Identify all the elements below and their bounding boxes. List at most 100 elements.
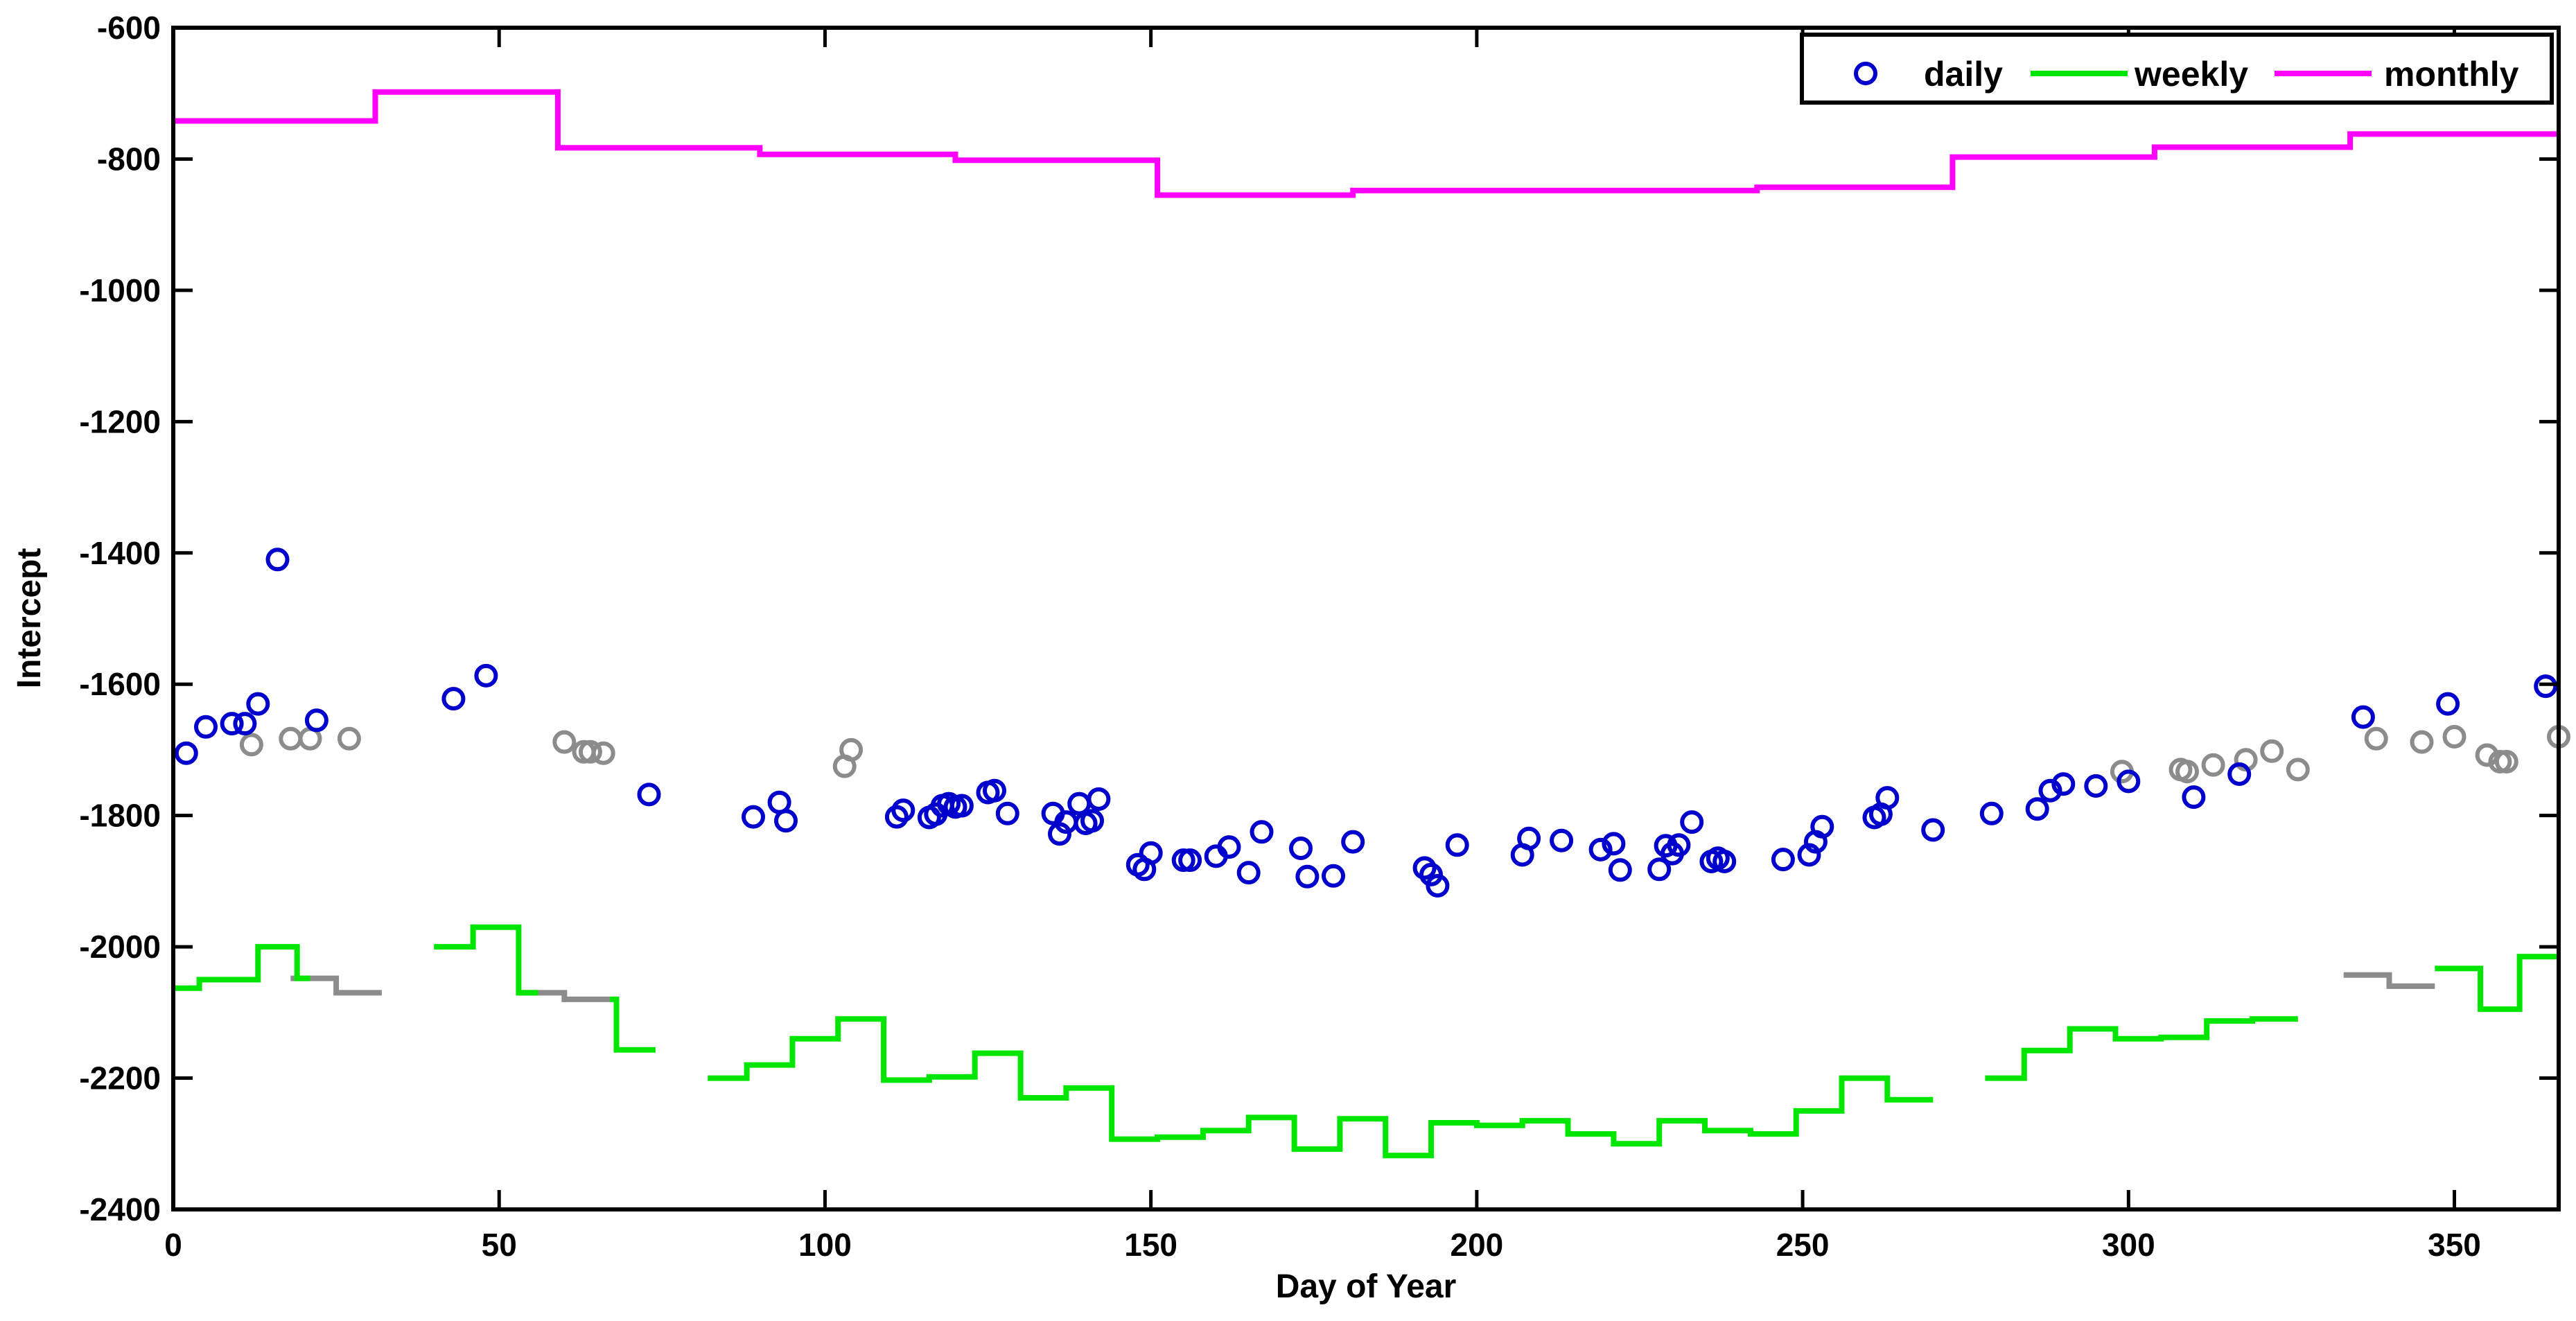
daily-point	[1647, 857, 1672, 882]
daily-point	[2436, 692, 2460, 716]
x-tick-label: 0	[164, 1227, 182, 1263]
x-tick-label: 100	[798, 1227, 852, 1263]
daily-point	[1875, 786, 1900, 810]
weekly-series	[173, 924, 2559, 1159]
y-tick-label: -1000	[79, 272, 161, 308]
y-tick-label: -1600	[79, 666, 161, 702]
daily-point	[1445, 833, 1469, 857]
plot-frame	[171, 26, 2561, 1211]
daily-point	[1667, 833, 1691, 857]
daily-point	[983, 778, 1006, 803]
y-tick-label: -2400	[79, 1191, 161, 1227]
y-tick-label: -600	[97, 10, 161, 46]
daily-point	[2025, 797, 2049, 821]
daily-point	[995, 801, 1019, 825]
daily-point	[1608, 858, 1632, 882]
daily-point	[1139, 841, 1163, 865]
daily-fill-point	[2286, 758, 2310, 782]
y-tick-label: -1400	[79, 535, 161, 571]
axis-ticks: 0 50 100 150 200 250 300 350 -600 -800 -1000 -1200 -…	[79, 10, 2559, 1263]
daily-point	[1712, 850, 1737, 873]
daily-point	[2084, 774, 2108, 798]
legend-weekly-label: weekly	[2134, 55, 2248, 94]
daily-point	[1178, 848, 1202, 873]
daily-fill-point	[239, 733, 263, 757]
daily-point	[774, 809, 798, 833]
weekly-step-line	[173, 944, 310, 991]
daily-point	[1588, 837, 1613, 861]
daily-fill-point	[552, 730, 577, 754]
daily-point	[174, 741, 198, 765]
x-tick-label: 350	[2428, 1227, 2481, 1263]
daily-fill-point	[337, 726, 361, 751]
daily-point	[637, 782, 661, 807]
daily-point	[2182, 785, 2206, 810]
y-tick-label: -2000	[79, 929, 161, 965]
daily-point	[1080, 809, 1104, 833]
daily-fill-point	[839, 737, 864, 762]
daily-point	[1810, 814, 1834, 839]
daily-fill-point	[578, 740, 602, 764]
weekly-step-line	[610, 996, 656, 1053]
daily-point	[1550, 828, 1574, 852]
weekly-fill-step-line	[518, 990, 611, 1002]
x-tick-label: 150	[1124, 1227, 1177, 1263]
daily-point	[265, 548, 290, 572]
daily-point	[1412, 856, 1437, 880]
daily-point	[1921, 818, 1945, 842]
daily-fill-point	[2494, 750, 2518, 773]
y-tick-label: -1800	[79, 798, 161, 834]
weekly-step-line	[2435, 954, 2559, 1013]
x-tick-label: 250	[1776, 1227, 1830, 1263]
daily-fill-point	[2364, 726, 2388, 751]
daily-point	[194, 715, 218, 739]
daily-point	[233, 712, 257, 736]
weekly-step-line	[1985, 1016, 2298, 1081]
y-tick-label: -1200	[79, 403, 161, 439]
daily-point	[1289, 837, 1313, 860]
daily-point	[1517, 826, 1541, 850]
legend-daily-label: daily	[1924, 55, 2003, 94]
x-axis-title: Day of Year	[1276, 1268, 1457, 1305]
y-tick-label: -800	[97, 141, 161, 177]
daily-point	[1797, 843, 1821, 867]
weekly-fill-step-line	[2343, 972, 2435, 989]
daily-point	[1322, 864, 1345, 888]
daily-point	[2351, 705, 2375, 729]
daily-series	[174, 548, 2558, 898]
daily-point	[1236, 861, 1261, 885]
daily-fill-point	[2175, 760, 2199, 784]
daily-point	[884, 805, 909, 829]
series-layer	[173, 89, 2570, 1159]
daily-point	[474, 663, 498, 688]
daily-point	[1680, 810, 1704, 834]
daily-point	[891, 798, 915, 823]
daily-point	[1426, 874, 1450, 898]
daily-point	[1341, 830, 1365, 854]
daily-point	[2051, 772, 2076, 796]
x-tick-label: 200	[1450, 1227, 1503, 1263]
legend-box	[1800, 33, 2554, 105]
daily-point	[2534, 674, 2558, 699]
y-axis-title: Intercept	[11, 548, 48, 689]
daily-point	[2038, 778, 2062, 803]
legend: daily weekly monthly	[1800, 33, 2554, 105]
x-tick-label: 300	[2102, 1227, 2155, 1263]
daily-fill-point	[591, 741, 615, 765]
daily-fill-point	[2475, 743, 2499, 767]
daily-fill-point	[2442, 725, 2467, 749]
daily-point	[1771, 848, 1795, 872]
daily-point	[1217, 835, 1241, 859]
weekly-step-line	[708, 1016, 1934, 1159]
daily-point	[1295, 864, 1320, 889]
daily-point	[304, 708, 328, 733]
monthly-step-line	[173, 89, 2559, 198]
daily-point	[1602, 832, 1626, 856]
daily-point	[1048, 822, 1071, 846]
daily-point	[1250, 820, 1274, 844]
y-tick-label: -2200	[79, 1060, 161, 1096]
weekly-fill-step-line	[290, 975, 382, 996]
daily-fill-point	[2410, 730, 2434, 754]
